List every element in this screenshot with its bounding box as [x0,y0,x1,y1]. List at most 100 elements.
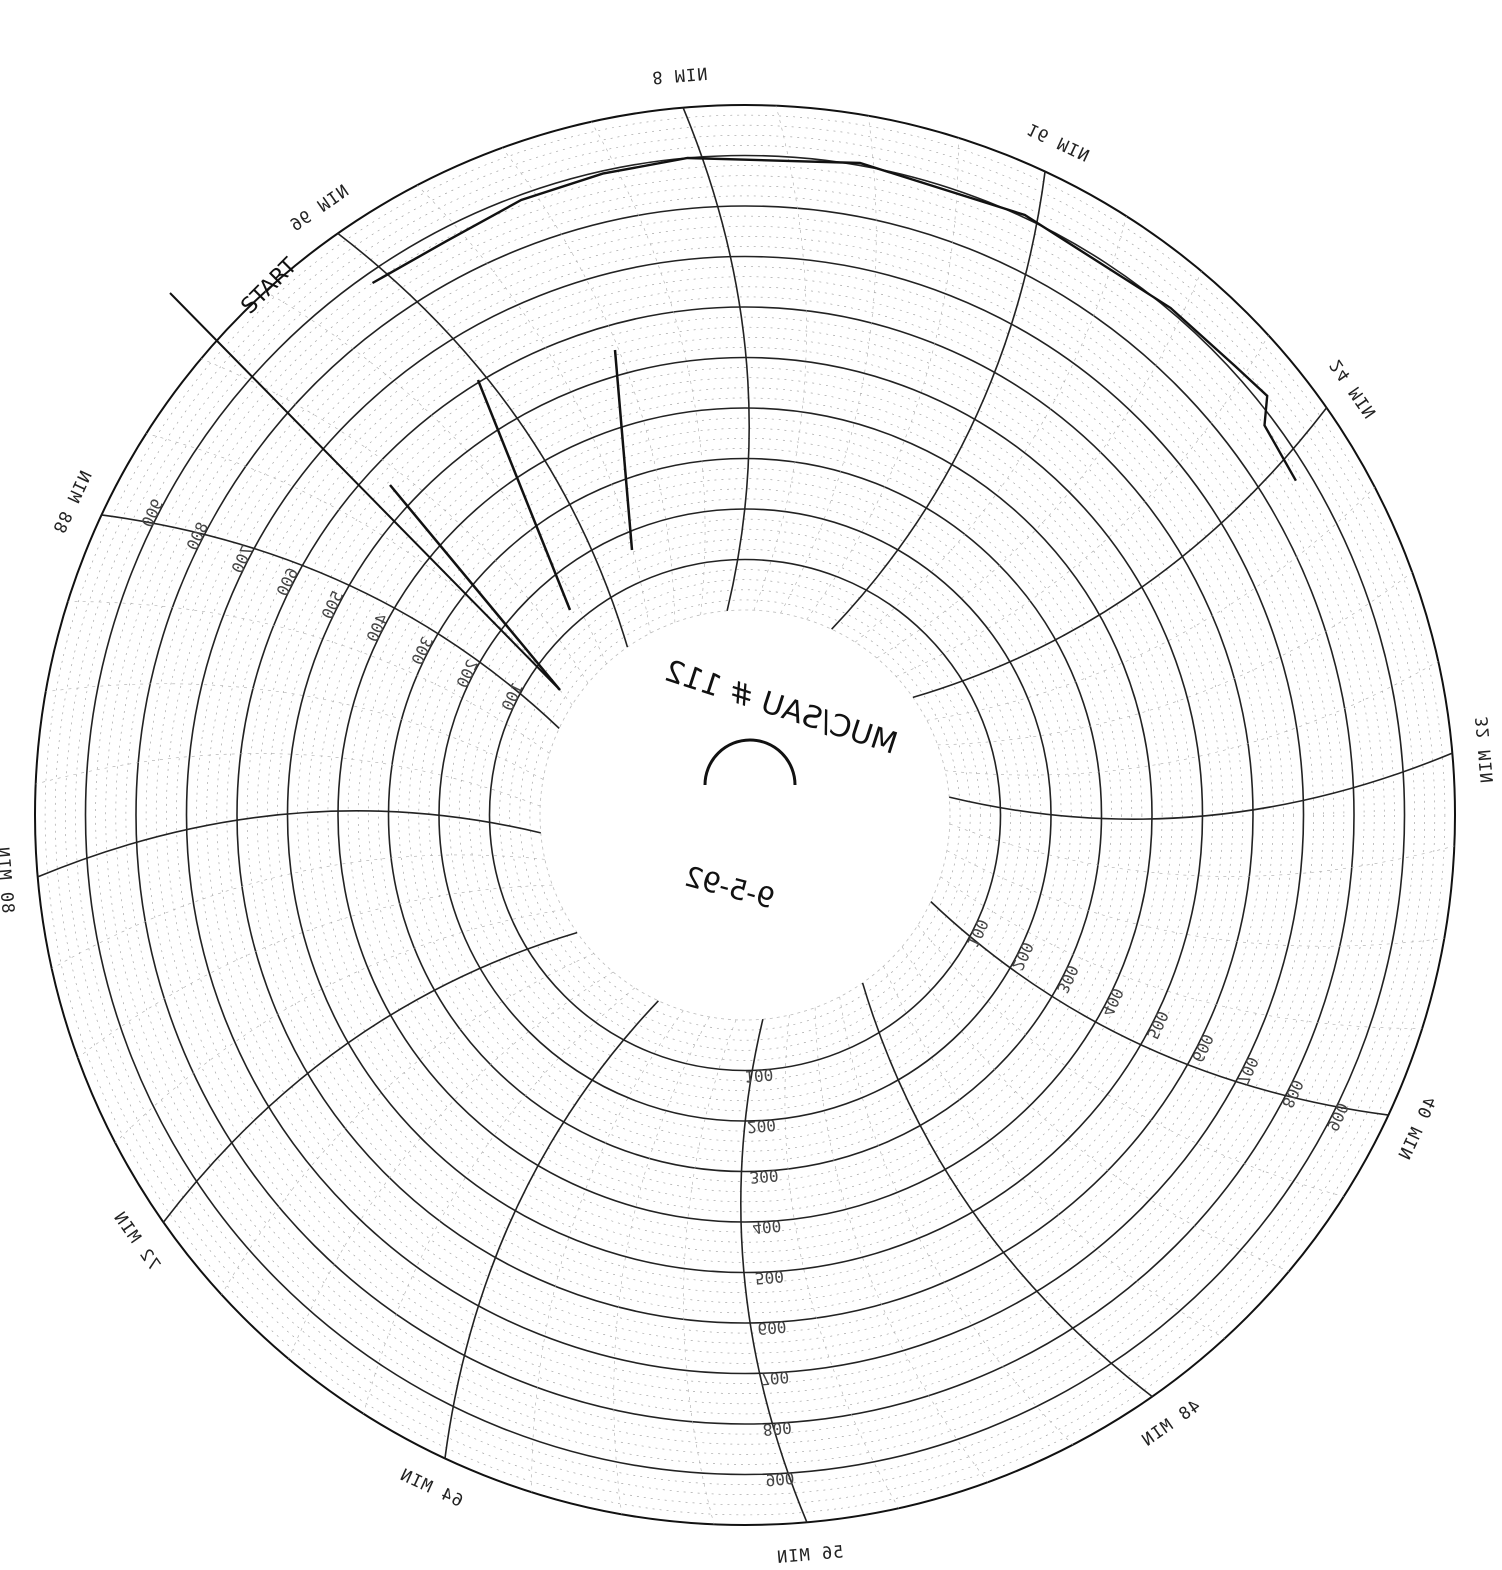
temp-circle-minor [509,579,981,1051]
temp-circle-minor [378,448,1112,1182]
minute-label: 72 MIN [109,1208,164,1275]
minute-line-major [949,752,1453,820]
temp-circle-minor [256,326,1234,1304]
minute-line-major [37,810,541,878]
temp-circle-minor [145,215,1345,1415]
temperature-tick-label: 900 [765,1468,795,1489]
temp-circle-minor [95,165,1395,1465]
temperature-tick-label: 400 [1098,985,1127,1019]
temp-circle-minor [105,175,1385,1455]
temperature-tick-label: 700 [228,542,257,576]
minute-label: 8 MIN [651,62,709,87]
minute-line-major [831,171,1046,630]
temp-circle-major [236,306,1254,1324]
recorded-trace [371,156,1297,691]
chart-grid [34,104,1456,1526]
temperature-tick-label: 600 [1188,1031,1217,1065]
temperature-tick-label: 100 [744,1065,774,1086]
handwritten-date: 9-5-92 [681,860,778,916]
minute-line-major [930,901,1389,1116]
temperature-tick-label: 300 [749,1166,779,1187]
temp-circle-major [438,508,1052,1122]
temp-circle-minor [196,266,1294,1364]
handwritten-chart-id: MUC/SAU # 112 [660,654,901,762]
temperature-tick-label: 700 [759,1367,789,1388]
minute-label: 64 MIN [396,1465,466,1512]
temp-circle-minor [44,114,1446,1516]
minute-line-major [101,514,560,729]
temp-circle-minor [226,296,1264,1334]
temp-circle-major [84,154,1406,1476]
pen-stroke-mark [389,484,561,691]
temp-circle-minor [408,478,1082,1152]
temperature-tick-label: 800 [762,1418,792,1439]
temperature-tick-label: 500 [1143,1008,1172,1042]
center-hub-arc [703,738,797,786]
temp-circle-minor [327,397,1163,1233]
start-label: START [237,253,303,319]
temperature-tick-label: 600 [273,565,302,599]
inner-grid-edge [539,609,951,1021]
minute-line-major [162,931,578,1223]
temp-circle-minor [529,599,961,1031]
minute-label: 32 MIN [1472,716,1498,785]
temp-circle-minor [357,427,1133,1203]
temp-circle-minor [216,286,1274,1344]
pen-stroke-mark [613,349,634,551]
temp-circle-minor [277,347,1213,1283]
temp-circle-major [185,255,1305,1375]
temp-circle-minor [347,417,1143,1213]
minute-label: 40 MIN [1395,1094,1442,1164]
temperature-tick-label: 500 [318,588,347,622]
temp-circle-minor [125,195,1365,1435]
minute-line-major [912,407,1328,699]
minute-radial-lines [35,105,1455,1525]
temperature-tick-label: 600 [757,1317,787,1338]
temp-circle-minor [499,569,991,1061]
minute-label: 56 MIN [775,1542,844,1568]
temperature-tick-label: 700 [1233,1054,1262,1088]
temp-circle-minor [206,276,1284,1354]
temp-circle-minor [297,367,1193,1263]
temperature-tick-label: 800 [183,519,212,553]
temp-circle-minor [115,185,1375,1445]
start-marker-line [169,292,561,691]
minute-label: 80 MIN [0,845,18,914]
temp-circle-major [135,205,1355,1425]
temp-circle-minor [367,437,1123,1193]
temp-circle-minor [54,124,1436,1506]
temp-circle-minor [176,246,1314,1384]
temp-circle-minor [468,538,1022,1092]
temp-circle-minor [428,498,1062,1132]
minute-label: 88 MIN [48,466,95,536]
temp-circle-minor [75,145,1415,1485]
temp-circle-minor [64,134,1426,1496]
minute-line-major [444,1000,659,1459]
trace-line [371,156,1297,482]
temperature-tick-label: 100 [963,916,992,950]
temp-circle-minor [418,488,1072,1142]
minute-line-major [861,982,1153,1398]
temp-circle-minor [519,589,971,1041]
temp-circle-minor [246,316,1244,1314]
temp-circle-major [387,457,1103,1173]
temp-circle-minor [317,387,1173,1243]
minute-label: 96 MIN [286,179,353,234]
outer-rim [34,104,1456,1526]
temp-circle-minor [307,377,1183,1253]
temperature-tick-label: 400 [752,1216,782,1237]
minute-line-major [337,232,629,648]
pen-stroke-mark [476,379,572,611]
minute-label: 48 MIN [1138,1396,1205,1451]
temp-circle-major [488,558,1002,1072]
temp-circle-minor [165,235,1325,1395]
temp-circle-minor [266,336,1224,1294]
temperature-tick-label: 500 [754,1267,784,1288]
temp-circle-minor [448,518,1042,1112]
minute-line-major [682,107,750,611]
minute-line-major [740,1019,808,1523]
temp-circle-minor [479,549,1011,1081]
temperature-tick-label: 200 [1008,939,1037,973]
temp-circle-major [286,356,1204,1274]
